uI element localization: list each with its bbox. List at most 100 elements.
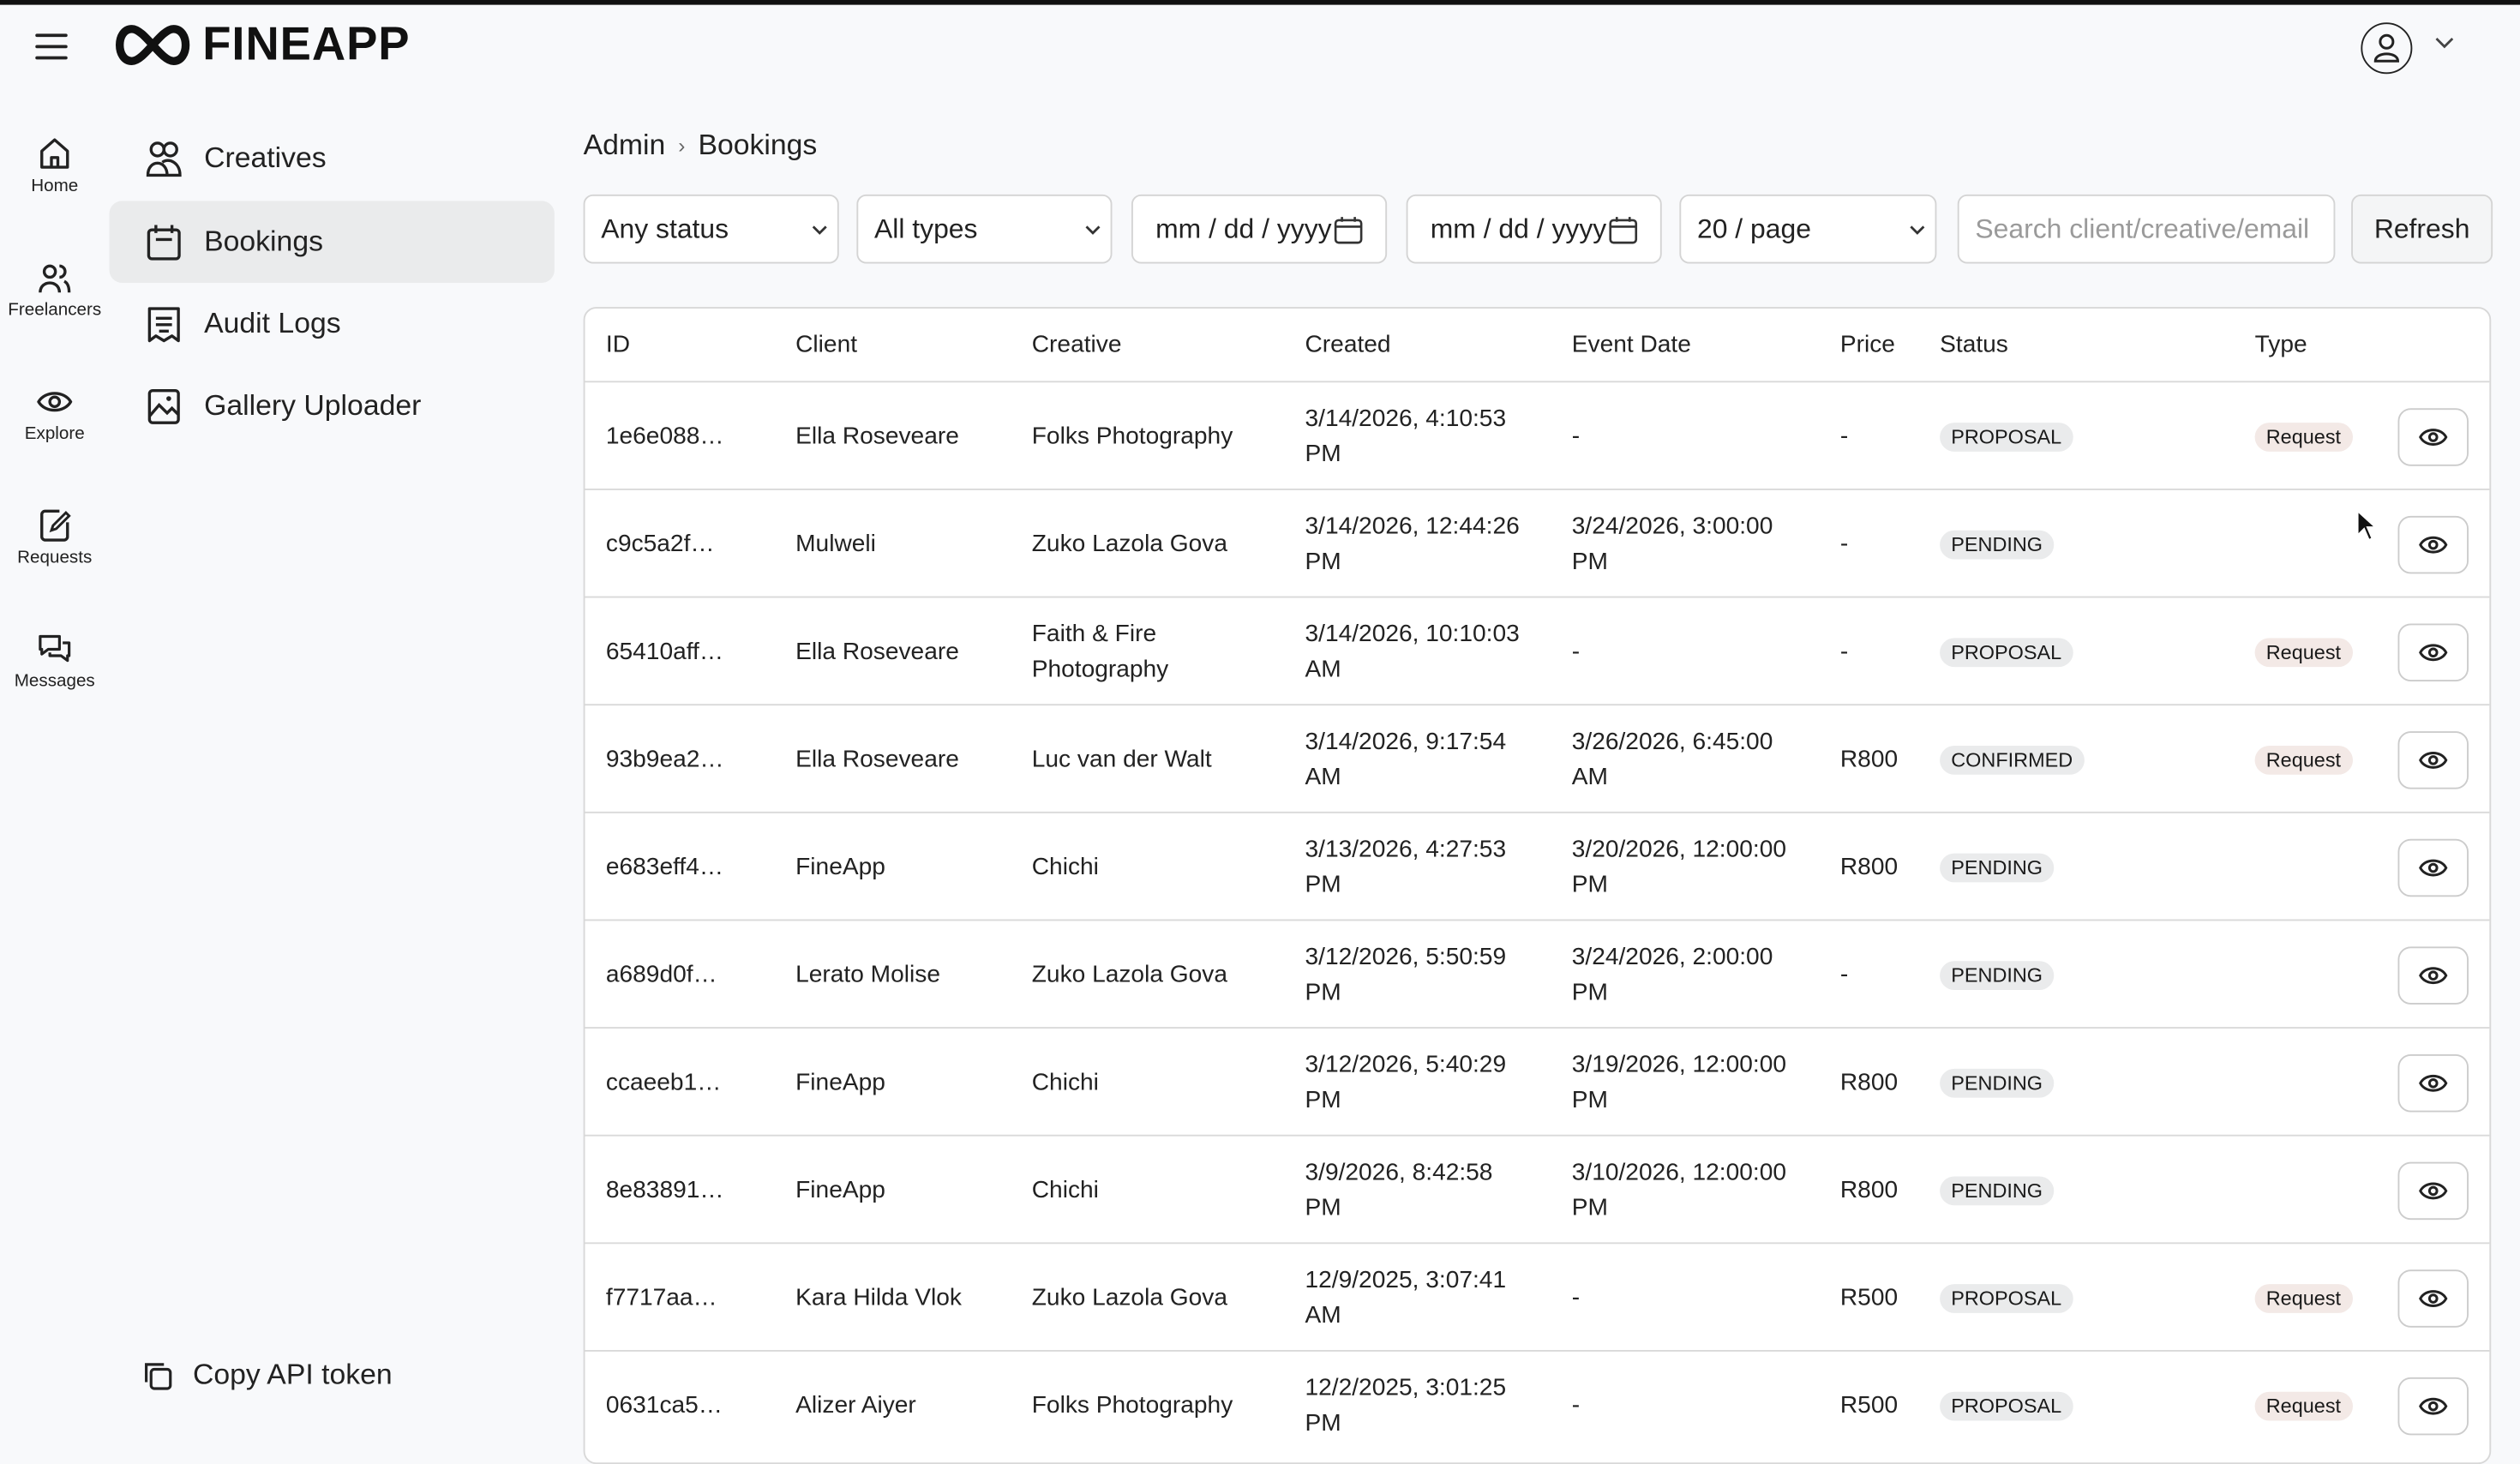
breadcrumb-admin[interactable]: Admin [583,129,666,161]
chevron-down-icon [812,225,827,235]
view-booking-button[interactable] [2397,407,2469,465]
cell-line: 12/9/2025, 3:07:41 [1305,1265,1507,1293]
type-value: All types [874,213,978,244]
table-row[interactable]: e683eff4… FineApp Chichi 3/13/2026, 4:27:53… [585,811,2490,921]
cell-line: PM [1305,1085,1341,1113]
calendar-icon[interactable] [1334,215,1363,244]
cell-id: 65410aff… [605,637,723,665]
users-icon [39,264,71,293]
cell-id: f7717aa… [605,1283,717,1311]
view-booking-button[interactable] [2397,1376,2469,1435]
eye-icon [2419,966,2448,984]
status-badge: CONFIRMED [1940,745,2085,774]
table-row[interactable]: c9c5a2f… Mulweli Zuko Lazola Gova 3/14/2026… [585,489,2490,598]
infinity-logo-icon [116,25,190,65]
rail-freelancers[interactable]: Freelancers [0,261,110,320]
cell-event: 3/10/2026, 12:00:00 PM [1572,1155,1813,1226]
cell-line: 3/14/2026, 10:10:03 [1305,619,1520,647]
page-size-select[interactable]: 20 / page [1679,194,1937,264]
view-booking-button[interactable] [2397,622,2469,681]
date-from-input[interactable]: mm / dd / yyyy [1131,194,1388,264]
page-size-value: 20 / page [1697,213,1811,244]
view-booking-button[interactable] [2397,730,2469,789]
view-booking-button[interactable] [2397,1053,2469,1112]
cell-line: AM [1305,1300,1341,1329]
nav-audit-logs[interactable]: Audit Logs [110,283,555,365]
cell-line: PM [1305,547,1341,575]
table-row[interactable]: 1e6e088… Ella Roseveare Folks Photography 3… [585,381,2490,490]
view-booking-button[interactable] [2397,1161,2469,1220]
menu-button[interactable] [35,33,68,60]
table-row[interactable]: ccaeeb1… FineApp Chichi 3/12/2026, 5:40:29 P… [585,1027,2490,1137]
cell-event: - [1572,1388,1813,1423]
cell-price: - [1839,637,1849,665]
calendar-icon[interactable] [1609,215,1638,244]
cell-creative: Zuko Lazola Gova [1031,529,1228,557]
fineapp-logo[interactable]: FINEAPP [110,19,411,70]
people-icon [146,141,182,177]
table-row[interactable]: 8e83891… FineApp Chichi 3/9/2026, 8:42:58 PM… [585,1134,2490,1245]
table-row[interactable]: a689d0f… Lerato Molise Zuko Lazola Gova 3/1… [585,919,2490,1029]
status-badge: PENDING [1940,960,2055,990]
cell-line: 3/9/2026, 8:42:58 [1305,1157,1493,1185]
status-select[interactable]: Any status [583,194,839,264]
cell-creative: Chichi [1031,852,1099,880]
cell-id: a689d0f… [605,960,717,988]
table-row[interactable]: 93b9ea2… Ella Roseveare Luc van der Walt 3/… [585,704,2490,813]
view-booking-button[interactable] [2397,837,2469,897]
nav-gallery-uploader[interactable]: Gallery Uploader [110,365,555,447]
cell-creative: Luc van der Walt [1031,745,1212,772]
rail-home[interactable]: Home [0,136,110,196]
nav-label: Gallery Uploader [204,388,422,422]
bookings-table: ID Client Creative Created Event Date Price St… [583,307,2492,1464]
edit-document-icon [40,509,71,542]
cell-creative: Faith & Fire Photography [1031,619,1169,682]
rail-requests[interactable]: Requests [0,508,110,567]
table-row[interactable]: 0631ca5… Alizer Aiyer Folks Photography 12/… [585,1350,2490,1460]
search-input[interactable]: Search client/creative/email [1957,194,2336,264]
view-booking-button[interactable] [2397,945,2469,1004]
cell-event: - [1572,1280,1813,1315]
cell-line: 3/24/2026, 2:00:00 [1571,942,1773,970]
nav-bookings[interactable]: Bookings [109,201,555,283]
view-booking-button[interactable] [2397,514,2469,573]
date-to-input[interactable]: mm / dd / yyyy [1406,194,1662,264]
cell-line: 3/14/2026, 4:10:53 [1305,404,1507,432]
rail-messages[interactable]: Messages [0,632,110,691]
eye-icon [2419,643,2448,661]
breadcrumb: Admin › Bookings [584,129,818,162]
calendar-icon [147,224,181,260]
refresh-button[interactable]: Refresh [2351,194,2493,264]
table-row[interactable]: 65410aff… Ella Roseveare Faith & Fire Phot… [585,596,2490,706]
cell-line: PM [1305,1193,1341,1221]
cell-price: - [1839,529,1849,557]
cell-id: 1e6e088… [605,422,724,450]
rail-label: Home [31,177,79,196]
cell-line: 3/12/2026, 5:50:59 [1305,942,1507,970]
type-select[interactable]: All types [856,194,1113,264]
user-icon [2373,33,2400,63]
cell-line: 12/2/2025, 3:01:25 [1305,1373,1507,1401]
eye-icon [2419,751,2448,768]
account-button[interactable] [2361,22,2413,75]
status-badge: PROPOSAL [1940,422,2073,451]
cell-line: - [1571,1390,1581,1419]
copy-api-token-button[interactable]: Copy API token [141,1358,393,1391]
status-badge: PROPOSAL [1940,1390,2073,1420]
table-row[interactable]: f7717aa… Kara Hilda Vlok Zuko Lazola Gova 1… [585,1242,2490,1352]
rail-label: Messages [14,671,95,692]
cell-line: 3/14/2026, 12:44:26 [1305,512,1520,540]
cell-client: Ella Roseveare [795,637,959,665]
cell-line: 3/13/2026, 4:27:53 [1305,835,1507,862]
cell-line: PM [1305,870,1341,898]
rail-explore[interactable]: Explore [0,384,110,444]
cell-price: R800 [1839,1175,1899,1203]
view-booking-button[interactable] [2397,1269,2469,1327]
search-placeholder: Search client/creative/email [1975,213,2310,244]
chevron-down-icon[interactable] [2435,37,2455,50]
rail-label: Freelancers [8,300,102,321]
nav-creatives[interactable]: Creatives [110,117,555,200]
cell-client: FineApp [795,1067,885,1095]
cell-line: - [1571,1283,1581,1311]
cell-line: PM [1571,977,1608,1005]
